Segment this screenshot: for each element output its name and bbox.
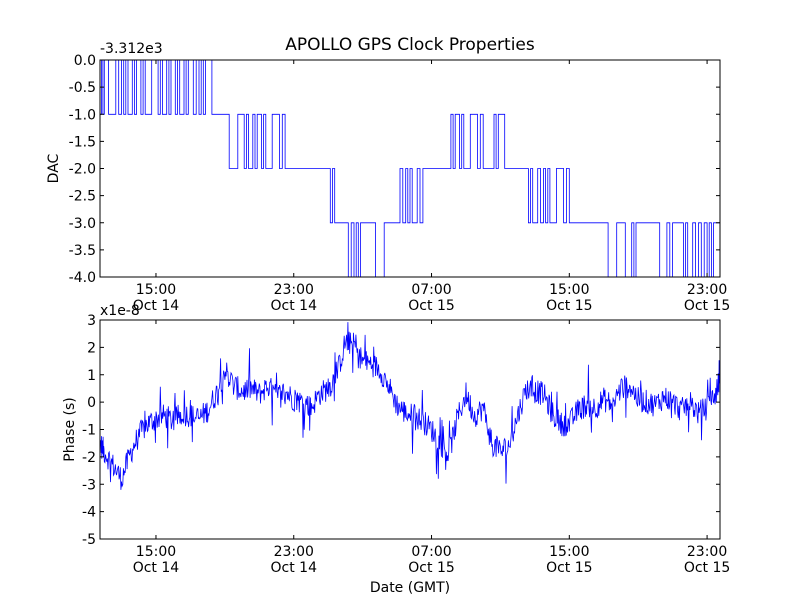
y-tick-label: -1.0 (69, 107, 96, 123)
y-tick-label: -3 (82, 477, 96, 493)
x-axis-label: Date (GMT) (370, 580, 450, 596)
axis-offset-label: x1e-8 (100, 303, 140, 319)
x-tick-date-label: Oct 15 (408, 560, 454, 576)
y-tick-label: 0 (87, 395, 96, 411)
x-tick-date-label: Oct 14 (271, 560, 318, 576)
x-tick-date-label: Oct 15 (684, 560, 730, 576)
y-tick-label: -2.0 (69, 162, 96, 178)
y-tick-label: -2.5 (69, 189, 96, 205)
x-tick-date-label: Oct 14 (133, 560, 180, 576)
y-tick-label: -3.5 (69, 243, 96, 259)
x-tick-time-label: 07:00 (411, 282, 451, 298)
y-tick-label: -1.5 (69, 134, 96, 150)
y-tick-label: -2 (82, 450, 96, 466)
y-axis-label: DAC (46, 153, 62, 183)
chart-title: APOLLO GPS Clock Properties (285, 35, 535, 55)
y-tick-label: 0.0 (74, 53, 96, 69)
x-tick-time-label: 15:00 (549, 282, 589, 298)
x-tick-date-label: Oct 15 (684, 298, 730, 314)
dac-panel: 0.0 -0.5 -1.0 -1.5 -2.0 -2.5 -3.0 -3.5 -4.0 15:00… (46, 41, 730, 314)
x-tick-date-label: Oct 15 (546, 560, 592, 576)
x-tick-time-label: 15:00 (549, 544, 589, 560)
y-tick-label: -4.0 (69, 270, 96, 286)
y-tick-label: -1 (82, 423, 96, 439)
x-tick-date-label: Oct 14 (133, 298, 180, 314)
x-tick-date-label: Oct 14 (271, 298, 318, 314)
x-tick-time-label: 23:00 (274, 282, 314, 298)
x-tick-time-label: 23:00 (274, 544, 314, 560)
axis-offset-label: -3.312e3 (100, 41, 163, 57)
series-line (100, 60, 720, 277)
x-tick-time-label: 15:00 (136, 544, 176, 560)
x-tick-date-label: Oct 15 (546, 298, 592, 314)
x-tick-time-label: 23:00 (687, 282, 727, 298)
y-tick-label: -3.0 (69, 216, 96, 232)
series-line (100, 322, 720, 490)
y-tick-label: -5 (82, 532, 96, 548)
x-tick-time-label: 23:00 (687, 544, 727, 560)
y-tick-label: 3 (87, 313, 96, 329)
y-tick-label: 2 (87, 340, 96, 356)
y-tick-label: 1 (87, 368, 96, 384)
x-tick-time-label: 15:00 (136, 282, 176, 298)
y-axis-label: Phase (s) (62, 397, 78, 461)
y-tick-label: -4 (82, 505, 96, 521)
y-tick-label: -0.5 (69, 80, 96, 96)
x-tick-time-label: 07:00 (411, 544, 451, 560)
x-tick-date-label: Oct 15 (408, 298, 454, 314)
